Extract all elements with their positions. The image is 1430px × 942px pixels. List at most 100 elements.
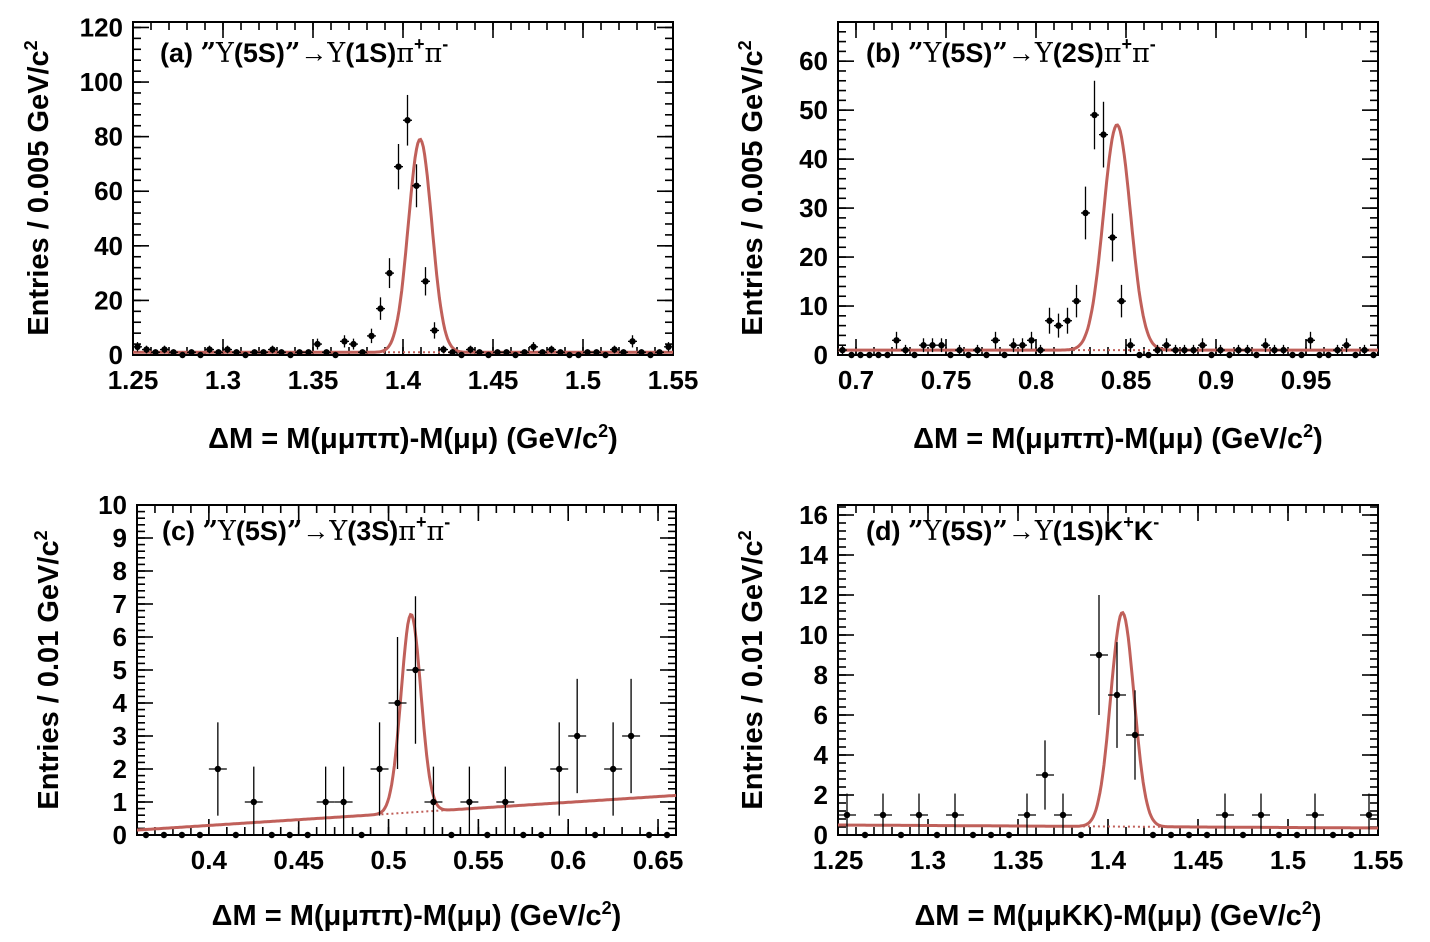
y-tick-label: 60 [94, 176, 123, 206]
data-marker [638, 349, 645, 356]
data-marker [611, 346, 618, 353]
plot-frame [837, 504, 1379, 836]
data-marker [530, 343, 537, 351]
data-marker [1005, 831, 1013, 839]
data-marker [251, 349, 258, 356]
data-point [154, 831, 173, 839]
data-point [1306, 331, 1315, 349]
data-point [1162, 831, 1180, 839]
data-point [628, 335, 637, 348]
data-marker [233, 349, 240, 356]
y-tick-label: 10 [799, 291, 828, 321]
data-point [442, 831, 461, 839]
data-marker [1185, 831, 1193, 839]
data-point [910, 351, 919, 359]
y-tick-label: 8 [814, 660, 828, 690]
data-marker [1154, 346, 1161, 354]
data-point [1252, 793, 1270, 835]
data-marker [359, 349, 366, 356]
data-point [1270, 831, 1288, 839]
data-point [268, 345, 277, 354]
panel-title: (b) ”Υ(5S)”→Υ(2S)π+π- [866, 34, 1156, 69]
data-marker [242, 351, 249, 359]
y-axis-label-main: Entries / 0.01 GeV/c [737, 540, 769, 809]
data-point [1198, 831, 1216, 839]
y-axis-label-main: Entries / 0.005 GeV/c [737, 50, 769, 335]
data-marker [376, 765, 383, 773]
data-point [244, 766, 263, 835]
x-axis-label-superscript: 2 [1303, 421, 1313, 441]
data-point [313, 338, 322, 350]
quote-open: ” [203, 516, 219, 547]
data-marker [647, 351, 654, 359]
data-point [592, 349, 601, 356]
x-tick-label: 0.5 [370, 845, 406, 875]
data-point [637, 349, 646, 356]
y-tick-label: 20 [94, 285, 123, 315]
upsilon-symbol: Υ [923, 38, 943, 69]
x-tick-label: 0.85 [1101, 365, 1152, 395]
data-point [352, 831, 371, 839]
data-marker [951, 811, 959, 819]
data-point [1225, 351, 1234, 359]
data-marker [1334, 346, 1341, 354]
data-point [178, 351, 187, 359]
charge-minus: - [1153, 512, 1159, 532]
x-tick-label: 1.5 [565, 365, 601, 395]
data-marker [1221, 811, 1229, 819]
data-point [385, 258, 394, 289]
data-marker [929, 342, 936, 349]
data-marker [902, 346, 909, 354]
y-tick-label: 40 [799, 144, 828, 174]
data-marker [1046, 317, 1053, 324]
data-point [367, 328, 376, 344]
data-marker [879, 811, 887, 819]
data-marker [573, 732, 581, 740]
data-marker [1127, 342, 1134, 349]
x-tick-label: 1.25 [813, 845, 864, 875]
x-tick-label: 1.4 [385, 365, 422, 395]
data-marker [557, 349, 564, 356]
arrow-symbol: → [1008, 38, 1035, 68]
data-marker [340, 798, 347, 806]
data-marker [448, 831, 455, 839]
data-point [286, 351, 295, 359]
data-point [973, 344, 982, 355]
data-marker [143, 346, 150, 353]
data-marker [1077, 831, 1085, 839]
data-point [1108, 213, 1117, 262]
data-point [466, 345, 475, 354]
data-point [1234, 831, 1252, 839]
data-marker [1091, 111, 1098, 119]
data-marker [134, 343, 141, 351]
data-marker [584, 349, 591, 356]
data-marker [1293, 831, 1301, 839]
y-tick-label: 8 [113, 556, 127, 586]
y-axis-label-superscript: 2 [21, 40, 41, 50]
data-marker [627, 732, 635, 740]
data-marker [214, 765, 222, 773]
data-point [1027, 331, 1036, 349]
data-point [403, 94, 412, 146]
data-marker [386, 269, 393, 277]
data-marker [566, 351, 573, 359]
data-point [1369, 351, 1378, 359]
upsilon-symbol: Υ [215, 38, 235, 69]
x-tick-label: 0.4 [191, 845, 228, 875]
data-point [430, 322, 439, 339]
data-point [160, 345, 169, 354]
data-point [1360, 793, 1378, 835]
data-point [568, 678, 587, 794]
panel-tag: (c) [162, 516, 203, 546]
data-marker [538, 831, 545, 839]
charge-minus: - [1150, 34, 1156, 54]
x-axis-label-close: ) [1313, 423, 1323, 455]
data-point [1207, 351, 1216, 359]
y-tick-label: 10 [799, 620, 828, 650]
data-marker [1055, 322, 1062, 329]
data-point [1306, 793, 1324, 835]
data-marker [1163, 342, 1170, 349]
x-axis-label-close: ) [1312, 900, 1322, 932]
charge-minus: - [444, 512, 450, 532]
data-point [937, 338, 946, 353]
